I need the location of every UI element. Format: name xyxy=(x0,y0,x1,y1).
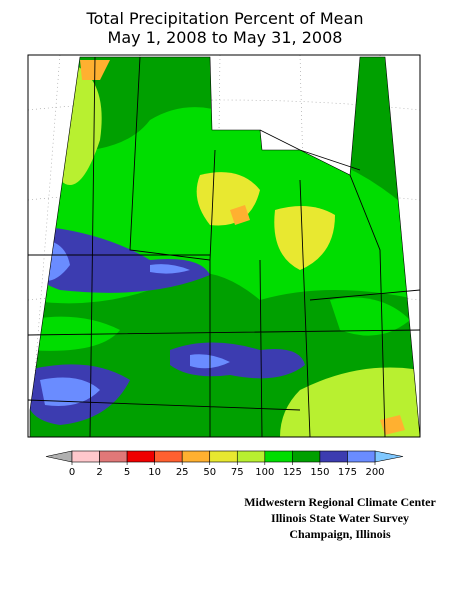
legend-swatch xyxy=(154,450,183,463)
legend-tick-label: 150 xyxy=(310,467,329,478)
legend-tick-label: 5 xyxy=(124,467,130,478)
legend-swatch xyxy=(264,450,293,463)
credit: Midwestern Regional Climate Center xyxy=(244,495,436,509)
precip-field xyxy=(30,57,420,437)
title: Total Precipitation Percent of Mean xyxy=(86,9,364,28)
legend-swatch xyxy=(71,450,100,463)
legend-swatch xyxy=(292,450,321,463)
state-borders xyxy=(28,56,420,437)
map-frame xyxy=(27,54,421,438)
legend-swatch xyxy=(347,450,376,463)
legend-tick-label: 50 xyxy=(203,467,216,478)
credit: Illinois State Water Survey xyxy=(271,511,409,525)
legend-swatch xyxy=(181,450,211,463)
legend-tick-label: 125 xyxy=(283,467,302,478)
legend: 0 2 5 10 25 50 75 100 125 150 175 200 xyxy=(45,450,404,478)
legend-tick-label: 0 xyxy=(69,467,75,478)
legend-swatch xyxy=(319,450,348,463)
legend-swatch xyxy=(99,450,128,463)
legend-tick-label: 200 xyxy=(365,467,384,478)
credit: Champaign, Illinois xyxy=(289,527,391,541)
legend-above xyxy=(374,450,404,463)
legend-tick-label: 2 xyxy=(96,467,102,478)
legend-tick-label: 25 xyxy=(176,467,189,478)
map xyxy=(28,55,420,437)
legend-tick-label: 10 xyxy=(148,467,161,478)
legend-swatch xyxy=(126,450,155,463)
legend-tick-label: 100 xyxy=(255,467,274,478)
subtitle: May 1, 2008 to May 31, 2008 xyxy=(108,28,343,47)
legend-swatch xyxy=(209,450,238,463)
legend-tick-label: 75 xyxy=(231,467,244,478)
legend-below xyxy=(45,450,73,463)
legend-swatch xyxy=(236,450,266,463)
legend-tick-label: 175 xyxy=(338,467,357,478)
